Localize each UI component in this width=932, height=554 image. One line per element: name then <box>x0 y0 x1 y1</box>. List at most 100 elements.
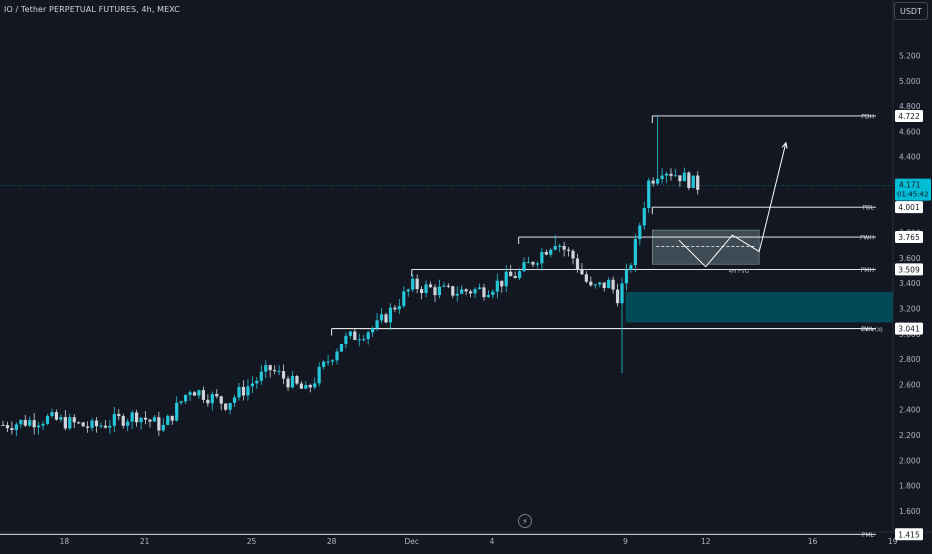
candle-body[interactable] <box>517 271 522 279</box>
candle-body[interactable] <box>669 173 673 176</box>
candle-body[interactable] <box>192 392 197 396</box>
candle-body[interactable] <box>232 397 237 403</box>
candle-body[interactable] <box>526 262 531 264</box>
candle-body[interactable] <box>393 307 397 310</box>
candle-body[interactable] <box>348 331 352 336</box>
candle-body[interactable] <box>139 417 143 423</box>
candle-body[interactable] <box>210 394 214 404</box>
candle-body[interactable] <box>335 351 339 361</box>
candle-body[interactable] <box>691 175 695 188</box>
candle-body[interactable] <box>558 245 562 247</box>
candle-body[interactable] <box>166 415 170 425</box>
candle-body[interactable] <box>535 263 539 265</box>
candle-body[interactable] <box>94 420 99 427</box>
candle-body[interactable] <box>281 371 286 379</box>
candle-body[interactable] <box>183 394 188 402</box>
candle-body[interactable] <box>299 383 303 389</box>
candle-body[interactable] <box>37 425 41 428</box>
candle-body[interactable] <box>273 370 277 372</box>
candle-body[interactable] <box>433 287 437 296</box>
candle-body[interactable] <box>304 385 308 389</box>
candle-body[interactable] <box>638 225 642 240</box>
candle-body[interactable] <box>344 335 348 344</box>
candle-body[interactable] <box>660 175 664 179</box>
candle-body[interactable] <box>14 424 18 431</box>
candle-body[interactable] <box>295 376 299 384</box>
candle-body[interactable] <box>237 386 241 398</box>
candle-body[interactable] <box>103 425 108 428</box>
candle-body[interactable] <box>460 289 464 294</box>
candle-body[interactable] <box>366 332 370 340</box>
candle-body[interactable] <box>553 246 557 250</box>
candle-body[interactable] <box>72 417 76 423</box>
candle-body[interactable] <box>77 422 81 424</box>
candle-body[interactable] <box>108 425 112 428</box>
candle-body[interactable] <box>86 426 90 428</box>
projection-path[interactable] <box>678 142 787 268</box>
candle-body[interactable] <box>326 361 330 363</box>
candle-body[interactable] <box>330 360 335 362</box>
candle-body[interactable] <box>357 339 361 341</box>
candle-body[interactable] <box>647 180 651 209</box>
candle-body[interactable] <box>379 314 384 321</box>
candle-body[interactable] <box>63 417 67 429</box>
candle-body[interactable] <box>477 287 482 290</box>
candle-body[interactable] <box>593 284 597 286</box>
candle-body[interactable] <box>23 419 27 426</box>
candle-body[interactable] <box>313 383 317 388</box>
candle-body[interactable] <box>197 390 201 396</box>
candle-body[interactable] <box>531 262 535 265</box>
candle-body[interactable] <box>642 208 646 226</box>
candle-body[interactable] <box>615 289 620 304</box>
candle-body[interactable] <box>50 412 54 416</box>
candle-body[interactable] <box>1 424 5 426</box>
candle-body[interactable] <box>148 419 152 422</box>
candle-body[interactable] <box>41 423 45 426</box>
candle-body[interactable] <box>584 274 588 282</box>
candle-body[interactable] <box>143 417 148 420</box>
candle-body[interactable] <box>224 403 228 410</box>
candle-body[interactable] <box>188 392 192 395</box>
candle-body[interactable] <box>437 286 442 296</box>
candle-body[interactable] <box>575 258 580 270</box>
candle-body[interactable] <box>504 271 508 287</box>
candle-body[interactable] <box>673 175 678 177</box>
candle-body[interactable] <box>656 178 660 184</box>
candle-body[interactable] <box>540 252 544 264</box>
candle-body[interactable] <box>633 239 637 266</box>
candle-body[interactable] <box>5 425 10 429</box>
candle-body[interactable] <box>455 293 459 296</box>
candle-body[interactable] <box>157 417 161 431</box>
candle-body[interactable] <box>415 278 419 290</box>
candle-body[interactable] <box>491 291 495 296</box>
candle-body[interactable] <box>446 285 450 287</box>
candle-body[interactable] <box>687 172 691 188</box>
candle-body[interactable] <box>388 307 393 323</box>
candle-body[interactable] <box>219 396 223 404</box>
fvg-zone[interactable] <box>651 229 760 265</box>
candle-body[interactable] <box>602 282 606 289</box>
candle-body[interactable] <box>10 428 14 431</box>
lightning-bolt-icon[interactable]: ⚡ <box>518 514 532 528</box>
candle-body[interactable] <box>607 279 611 289</box>
candle-body[interactable] <box>362 339 366 341</box>
candle-body[interactable] <box>624 269 629 284</box>
candle-body[interactable] <box>250 383 254 387</box>
candle-body[interactable] <box>464 289 468 292</box>
candle-body[interactable] <box>201 390 205 400</box>
candle-body[interactable] <box>509 271 513 277</box>
candle-body[interactable] <box>589 281 593 286</box>
candle-body[interactable] <box>664 173 669 176</box>
candle-body[interactable] <box>424 284 428 294</box>
currency-button[interactable]: USDT <box>894 2 928 20</box>
candle-body[interactable] <box>308 385 312 388</box>
candle-body[interactable] <box>241 386 246 396</box>
candle-body[interactable] <box>549 249 553 255</box>
candle-body[interactable] <box>81 422 85 427</box>
candle-body[interactable] <box>54 412 59 420</box>
candle-body[interactable] <box>175 402 179 421</box>
candle-body[interactable] <box>130 412 134 422</box>
candle-body[interactable] <box>598 282 602 285</box>
